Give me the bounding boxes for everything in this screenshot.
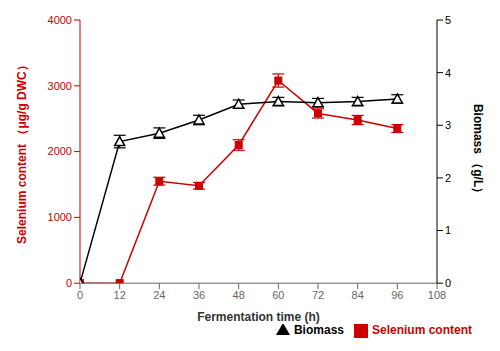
svg-text:0: 0 (445, 277, 451, 289)
svg-text:84: 84 (352, 289, 364, 301)
svg-text:96: 96 (391, 289, 403, 301)
svg-text:1000: 1000 (48, 211, 72, 223)
svg-text:36: 36 (193, 289, 205, 301)
svg-text:2: 2 (445, 172, 451, 184)
svg-text:108: 108 (428, 289, 446, 301)
svg-text:24: 24 (153, 289, 165, 301)
svg-text:Biomass （g/L）: Biomass （g/L） (471, 104, 485, 199)
svg-text:12: 12 (114, 289, 126, 301)
svg-text:60: 60 (272, 289, 284, 301)
svg-text:2000: 2000 (48, 145, 72, 157)
svg-text:4000: 4000 (48, 14, 72, 26)
svg-text:Fermentation time (h): Fermentation time (h) (197, 310, 320, 324)
svg-text:48: 48 (233, 289, 245, 301)
svg-text:Selenium content （μg/g DWC）: Selenium content （μg/g DWC） (15, 59, 29, 244)
svg-text:72: 72 (312, 289, 324, 301)
html-text:Biomass: Biomass (294, 323, 344, 338)
svg-text:0: 0 (66, 277, 72, 289)
svg-text:1: 1 (445, 224, 451, 236)
svg-text:3: 3 (445, 119, 451, 131)
svg-text:5: 5 (445, 14, 451, 26)
html-text:Selenium content: Selenium content (372, 323, 472, 338)
svg-text:4: 4 (445, 67, 451, 79)
svg-text:3000: 3000 (48, 80, 72, 92)
svg-text:0: 0 (77, 289, 83, 301)
